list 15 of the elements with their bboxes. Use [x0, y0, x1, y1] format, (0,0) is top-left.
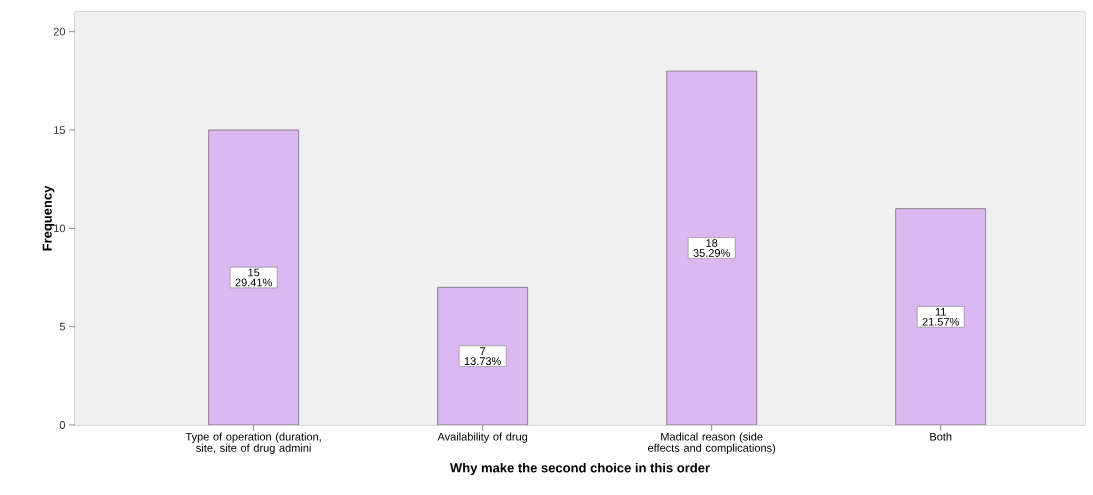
y-tick-label: 5	[59, 322, 66, 331]
data-label: 11 21.57%	[922, 307, 959, 326]
data-label: 7 13.73%	[464, 347, 501, 365]
data-label: 15 29.41%	[235, 268, 272, 287]
x-tick-label: Both	[930, 432, 952, 441]
y-tick-label: 0	[59, 421, 66, 429]
x-tick-label: Availability of drug	[437, 432, 528, 443]
y-axis-title: Frequency	[42, 185, 55, 251]
y-tick-label: 20	[53, 27, 66, 36]
x-tick-label: Madical reason (side effects and complications)	[648, 432, 776, 455]
y-tick-label: 10	[54, 224, 66, 233]
data-label: 18 35.29%	[693, 239, 730, 257]
x-tick-label: Type of operation (duration, site, site of drug admini	[185, 432, 321, 455]
x-axis-title: Why make the second choice in this order	[449, 462, 710, 476]
y-tick-label: 15	[54, 126, 66, 134]
